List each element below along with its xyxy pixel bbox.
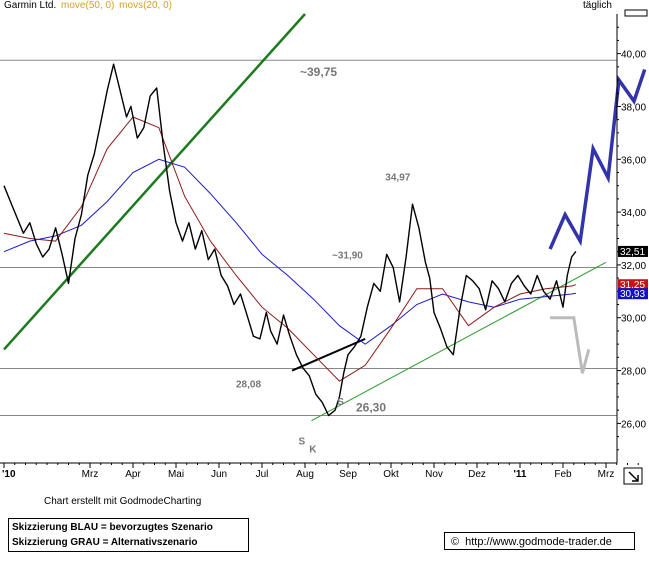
website-url: http://www.godmode-trader.de [465, 536, 612, 548]
x-tick-label: Apr [125, 469, 141, 480]
y-tick-label: 26,00 [621, 419, 646, 430]
x-tick-label: Aug [296, 469, 314, 480]
x-tick-label: Mrz [598, 469, 615, 480]
x-tick-label: Jun [211, 469, 227, 480]
value-badge-2 [618, 288, 648, 300]
trendline-upper [3, 13, 306, 351]
y-tick-label: 34,00 [621, 208, 646, 219]
x-tick-label: Okt [383, 469, 399, 480]
level-label-2: 28,08 [236, 379, 261, 390]
x-tick-label: '10 [2, 469, 16, 480]
ma20-line [3, 116, 577, 382]
arrow-icon [628, 471, 639, 482]
x-tick-label: Feb [554, 469, 572, 480]
x-tick-label: Mrz [82, 469, 99, 480]
x-tick-label: Jul [256, 469, 269, 480]
indicator-ma50-label: move(50, 0) [61, 0, 115, 11]
y-tick-label: 36,00 [621, 155, 646, 166]
x-tick-label: Sep [339, 469, 357, 480]
chart-credit: Chart erstellt mit GodmodeCharting [44, 496, 202, 507]
x-tick-label: Dez [468, 469, 486, 480]
copyright-icon: © [451, 536, 460, 548]
peak-label: 34,97 [385, 172, 410, 183]
scenario-blue-path [548, 68, 647, 250]
value-badge-0 [618, 245, 648, 257]
pattern-label-0: S [299, 437, 306, 448]
instrument-name: Garmin Ltd. [4, 0, 57, 11]
y-tick-label: 28,00 [621, 367, 646, 378]
level-label-1: ~31,90 [332, 251, 363, 262]
pattern-label-2: S [337, 397, 344, 408]
value-badge-label-0: 32,51 [620, 247, 645, 258]
value-badge-label-2: 30,93 [620, 289, 645, 300]
timeframe-label: täglich [583, 0, 612, 11]
y-tick-label: 32,00 [621, 261, 646, 272]
price-line [3, 63, 577, 417]
value-badge-1 [618, 279, 648, 291]
indicator-ma20-label: movs(20, 0) [119, 0, 172, 11]
y-tick-label: 40,00 [621, 50, 646, 61]
x-tick-label: Nov [425, 469, 443, 480]
value-badge-label-1: 31,25 [620, 280, 645, 291]
x-tick-label: Mai [168, 469, 184, 480]
ma50-line [3, 158, 576, 345]
y-tick-label: 30,00 [621, 314, 646, 325]
pattern-label-1: K [309, 444, 317, 455]
level-label-0: ~39,75 [300, 65, 337, 79]
legend-blue-scenario: Skizzierung BLAU = bevorzugtes Szenario [12, 522, 213, 533]
website-link[interactable]: © http://www.godmode-trader.de [444, 532, 635, 550]
y-tick-label: 38,00 [621, 102, 646, 113]
x-tick-label: '11 [514, 469, 527, 480]
scroll-up-button[interactable] [624, 9, 648, 17]
trendline-lower [311, 261, 607, 422]
chart-title: Garmin Ltd. move(50, 0) movs(20, 0) [4, 0, 172, 11]
scenario-legend: Skizzierung BLAU = bevorzugtes Szenario … [8, 518, 249, 552]
legend-grey-scenario: Skizzierung GRAU = Alternativszenario [12, 537, 198, 548]
level-label-3: 26,30 [356, 400, 386, 414]
neckline [291, 337, 366, 372]
scenario-grey-path [550, 316, 591, 374]
